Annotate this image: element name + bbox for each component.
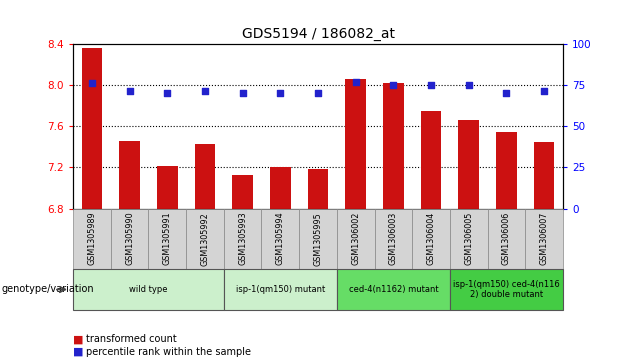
Bar xyxy=(496,132,516,209)
Point xyxy=(388,82,398,88)
Point xyxy=(200,89,210,94)
Point xyxy=(539,89,549,94)
Point xyxy=(426,82,436,88)
Text: isp-1(qm150) mutant: isp-1(qm150) mutant xyxy=(236,285,325,294)
Point xyxy=(162,90,172,96)
Bar xyxy=(195,144,216,209)
Text: wild type: wild type xyxy=(129,285,168,294)
Point xyxy=(464,82,474,88)
Bar xyxy=(81,48,102,209)
Bar xyxy=(345,79,366,209)
Point xyxy=(275,90,286,96)
Bar xyxy=(420,111,441,209)
Bar xyxy=(270,167,291,209)
Text: GSM1305992: GSM1305992 xyxy=(200,212,209,266)
Point xyxy=(238,90,248,96)
Text: GSM1305993: GSM1305993 xyxy=(238,212,247,265)
Bar xyxy=(232,175,253,209)
Point xyxy=(501,90,511,96)
Point xyxy=(87,80,97,86)
Text: percentile rank within the sample: percentile rank within the sample xyxy=(86,347,251,357)
Point xyxy=(125,89,135,94)
Text: GSM1306006: GSM1306006 xyxy=(502,212,511,265)
Text: GSM1305989: GSM1305989 xyxy=(88,212,97,265)
Text: GSM1306005: GSM1306005 xyxy=(464,212,473,265)
Text: GSM1305994: GSM1305994 xyxy=(276,212,285,265)
Bar xyxy=(383,83,404,209)
Point xyxy=(313,90,323,96)
Text: GSM1306002: GSM1306002 xyxy=(351,212,360,265)
Text: genotype/variation: genotype/variation xyxy=(1,285,94,294)
Bar xyxy=(534,142,555,209)
Text: isp-1(qm150) ced-4(n116
2) double mutant: isp-1(qm150) ced-4(n116 2) double mutant xyxy=(453,280,560,299)
Point xyxy=(350,79,361,85)
Text: ced-4(n1162) mutant: ced-4(n1162) mutant xyxy=(349,285,438,294)
Text: ■: ■ xyxy=(73,334,84,344)
Bar xyxy=(120,140,140,209)
Text: GSM1305990: GSM1305990 xyxy=(125,212,134,265)
Bar xyxy=(459,120,479,209)
Text: GSM1306007: GSM1306007 xyxy=(539,212,548,265)
Text: GSM1306003: GSM1306003 xyxy=(389,212,398,265)
Text: ■: ■ xyxy=(73,347,84,357)
Text: transformed count: transformed count xyxy=(86,334,177,344)
Bar xyxy=(157,166,177,209)
Text: GSM1306004: GSM1306004 xyxy=(427,212,436,265)
Text: GSM1305995: GSM1305995 xyxy=(314,212,322,266)
Bar xyxy=(308,170,328,209)
Title: GDS5194 / 186082_at: GDS5194 / 186082_at xyxy=(242,27,394,41)
Text: GSM1305991: GSM1305991 xyxy=(163,212,172,265)
